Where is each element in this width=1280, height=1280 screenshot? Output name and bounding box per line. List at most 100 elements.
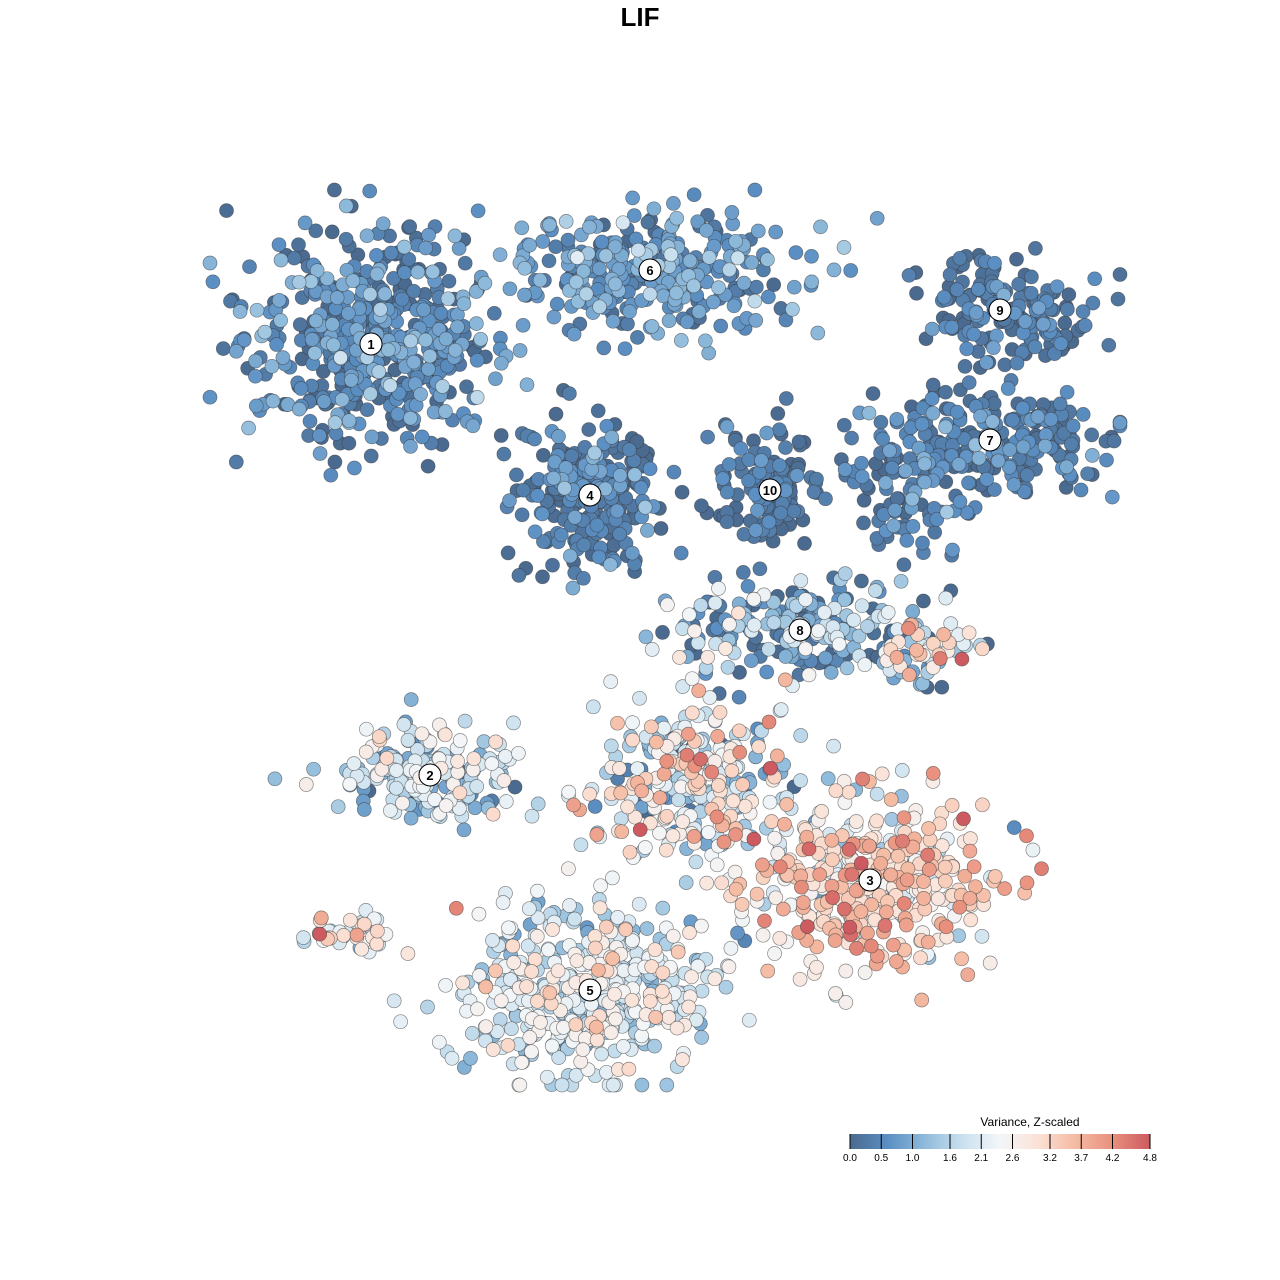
data-point [777, 816, 792, 832]
data-point [920, 847, 936, 863]
data-point [809, 471, 824, 487]
data-point [884, 812, 900, 827]
data-point [379, 750, 395, 766]
data-point [777, 672, 793, 688]
data-point [767, 946, 782, 961]
data-point [648, 734, 664, 750]
data-point [856, 515, 871, 531]
data-point [452, 785, 468, 801]
data-point [899, 533, 915, 548]
data-point [478, 979, 494, 995]
data-point [901, 621, 916, 636]
data-point [864, 897, 879, 912]
data-point [562, 548, 578, 564]
data-point [444, 1050, 460, 1066]
data-point [534, 506, 550, 522]
data-point [420, 458, 436, 474]
data-point [744, 255, 760, 270]
data-point [549, 296, 565, 312]
data-point [949, 282, 965, 298]
data-point [768, 224, 784, 240]
data-point [640, 523, 655, 538]
data-point [498, 749, 513, 764]
data-point [470, 1001, 485, 1017]
data-point [554, 1077, 570, 1093]
data-point [873, 414, 889, 430]
data-point [596, 340, 612, 356]
data-point [746, 591, 762, 607]
data-point [364, 429, 380, 445]
data-point [938, 419, 953, 435]
data-point [648, 1009, 664, 1025]
data-point [1060, 302, 1075, 317]
data-point [828, 783, 844, 799]
data-point [455, 975, 471, 991]
data-point [326, 337, 341, 353]
data-point [707, 595, 723, 611]
data-point [691, 683, 707, 699]
data-point [987, 482, 1002, 497]
data-point [592, 900, 608, 916]
data-point [684, 671, 700, 687]
data-point [594, 1046, 609, 1062]
data-point [541, 942, 556, 958]
data-point [759, 425, 775, 441]
data-point [899, 917, 914, 933]
data-point [735, 777, 750, 792]
data-point [343, 372, 359, 388]
data-point [843, 263, 859, 278]
cluster-label: 6 [646, 263, 653, 278]
data-point [811, 623, 826, 639]
data-point [626, 208, 642, 223]
data-point [271, 237, 287, 253]
data-point [1016, 484, 1032, 499]
data-point [298, 777, 314, 792]
data-point [356, 802, 372, 817]
data-point [798, 641, 813, 657]
data-point [914, 992, 930, 1008]
data-point [297, 215, 313, 231]
data-point [293, 381, 309, 396]
data-point [634, 783, 650, 799]
data-point [851, 628, 867, 644]
data-point [617, 341, 633, 357]
data-point [670, 944, 686, 960]
data-point [732, 745, 748, 760]
data-point [275, 350, 291, 365]
data-point [377, 286, 393, 302]
data-point [665, 828, 681, 844]
data-point [694, 1030, 709, 1045]
data-point [749, 279, 764, 295]
data-point [1110, 291, 1126, 307]
data-point [613, 785, 629, 801]
data-point [414, 429, 430, 445]
data-point [347, 460, 362, 476]
data-point [576, 263, 591, 279]
data-point [1031, 300, 1047, 316]
data-point [681, 726, 696, 742]
data-point [769, 748, 785, 764]
data-point [675, 621, 690, 636]
data-point [506, 955, 522, 970]
data-point [658, 842, 674, 858]
data-point [1057, 315, 1073, 331]
data-point [837, 592, 852, 608]
data-point [684, 969, 699, 985]
data-point [716, 834, 732, 850]
data-point [561, 784, 577, 800]
data-point [386, 993, 402, 1009]
data-point [929, 511, 945, 527]
data-point [334, 392, 350, 407]
data-point [1009, 355, 1025, 371]
data-point [588, 940, 603, 956]
data-point [546, 309, 562, 325]
data-point [1043, 411, 1059, 427]
data-point [883, 867, 899, 883]
data-point [761, 641, 776, 657]
data-point [202, 389, 218, 405]
data-point [761, 714, 777, 730]
data-point [792, 971, 808, 987]
data-point [725, 793, 741, 809]
data-point [653, 521, 669, 536]
